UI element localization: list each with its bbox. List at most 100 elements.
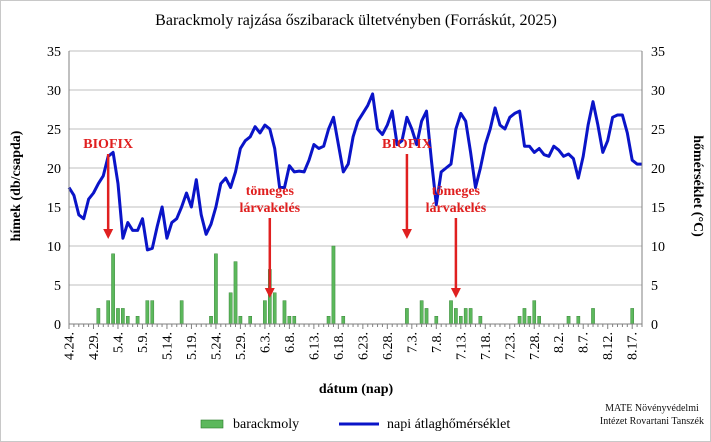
annotation-text: lárvakelés: [239, 201, 300, 216]
bar: [522, 308, 527, 325]
annotation-arrow-head: [264, 288, 275, 298]
x-tick-label-17: 7.18.: [479, 332, 494, 360]
y-tick-right-5: 25: [651, 123, 665, 138]
x-axis-label: dátum (nap): [319, 382, 394, 397]
bar: [145, 300, 150, 325]
bar: [419, 300, 424, 325]
y-tick-left-5: 25: [47, 123, 61, 138]
x-tick-label-18: 7.23.: [503, 332, 518, 360]
y-tick-right-0: 0: [651, 318, 658, 333]
bar: [116, 308, 120, 325]
x-tick-label-20: 8.2.: [552, 332, 567, 353]
bar: [434, 316, 439, 325]
bar: [449, 300, 453, 325]
x-tick-label-21: 8.7.: [577, 332, 592, 353]
bar: [282, 300, 287, 325]
left-axis-ticks: 0 5 10 15 20 25 30 35: [47, 45, 61, 333]
y-tick-right-3: 15: [651, 201, 665, 216]
annotation-arrow-head: [401, 229, 412, 239]
y-tick-left-3: 15: [47, 201, 61, 216]
bar: [125, 316, 130, 325]
x-tick-label-13: 6.28.: [381, 332, 396, 360]
bar: [527, 316, 532, 325]
y-tick-left-7: 35: [47, 45, 61, 60]
bar: [454, 308, 458, 325]
legend-label-line: napi átlaghőmérséklet: [387, 417, 510, 432]
y-tick-right-6: 30: [651, 84, 665, 99]
annotation-label-1: tömeges lárvakelés: [239, 184, 300, 216]
bar: [263, 300, 267, 325]
x-tick-label-7: 5.29.: [234, 332, 249, 360]
legend-label-bars: barackmoly: [233, 417, 299, 432]
x-tick-label-19: 7.28.: [528, 332, 543, 360]
y-tick-left-6: 30: [47, 84, 61, 99]
x-tick-label-10: 6.13.: [307, 332, 322, 360]
annotation-text: BIOFIX: [382, 137, 432, 152]
axes: [68, 51, 643, 325]
x-tick-label-14: 7.3.: [405, 332, 420, 353]
annotations: BIOFIX tömeges lárvakelés BIOFIX tömeges lárv…: [83, 137, 487, 298]
bar: [478, 316, 483, 325]
x-tick-label-9: 6.8.: [283, 332, 298, 353]
annotation-text: BIOFIX: [83, 137, 133, 152]
bar: [238, 316, 243, 325]
bar: [121, 308, 125, 325]
gridlines: [69, 50, 642, 286]
y-tick-right-7: 35: [651, 45, 665, 60]
x-tick-label-1: 4.29.: [87, 332, 102, 360]
annotation-label-0: BIOFIX: [83, 137, 133, 152]
bar: [106, 300, 110, 325]
bar: [272, 292, 277, 325]
bar: [96, 308, 101, 325]
y-tick-right-2: 10: [651, 240, 665, 255]
x-tick-label-2: 5.4.: [111, 332, 126, 353]
bar: [537, 316, 541, 325]
bar: [150, 300, 155, 325]
x-tick-label-23: 8.17.: [626, 332, 641, 360]
x-tick-label-15: 7.8.: [430, 332, 445, 353]
annotation-label-2: BIOFIX: [382, 137, 432, 152]
x-tick-label-5: 5.19.: [185, 332, 200, 360]
x-axis-ticks: 4.24. 4.29. 5.4. 5.9. 5.14. 5.19. 5.24. 5.29. 6.…: [63, 324, 643, 360]
y-tick-right-4: 20: [651, 162, 665, 177]
bar: [326, 316, 331, 325]
x-tick-label-4: 5.14.: [160, 332, 175, 360]
bar: [566, 316, 571, 325]
bar: [228, 292, 233, 325]
bar: [458, 316, 463, 325]
x-tick-label-11: 6.18.: [332, 332, 347, 360]
annotation-arrow-head: [103, 229, 114, 239]
y-tick-left-1: 5: [54, 279, 61, 294]
bar: [135, 316, 140, 325]
bar: [532, 300, 537, 325]
left-axis-label: hímek (db/csapda): [9, 130, 24, 241]
bar: [179, 300, 184, 325]
bar: [576, 316, 581, 325]
annotation-arrow-head: [450, 288, 461, 298]
y-tick-right-1: 5: [651, 279, 658, 294]
temperature-line: [67, 92, 642, 252]
credit-line-2: Intézet Rovartani Tanszék: [599, 416, 704, 427]
x-tick-label-22: 8.12.: [601, 332, 616, 360]
chart-title: Barackmoly rajzása őszibarack ültetvényb…: [155, 12, 557, 29]
bar: [331, 245, 336, 325]
bar-series: [96, 245, 635, 325]
bar: [405, 308, 409, 325]
bar: [233, 261, 238, 325]
annotation-text: tömeges: [432, 184, 481, 199]
bar: [111, 253, 115, 325]
annotation-text: lárvakelés: [426, 201, 487, 216]
right-axis-label: hőmérséklet (°C): [690, 135, 705, 237]
x-tick-label-6: 5.24.: [209, 332, 224, 360]
right-axis-ticks: 0 5 10 15 20 25 30 35: [651, 45, 665, 333]
bar: [424, 308, 429, 325]
x-tick-label-0: 4.24.: [63, 332, 78, 360]
bar: [292, 316, 297, 325]
credit-line-1: MATE Növényvédelmi: [605, 403, 699, 414]
x-tick-label-3: 5.9.: [136, 332, 151, 353]
x-tick-label-12: 6.23.: [356, 332, 371, 360]
y-tick-left-0: 0: [54, 318, 61, 333]
y-tick-left-2: 10: [47, 240, 61, 255]
